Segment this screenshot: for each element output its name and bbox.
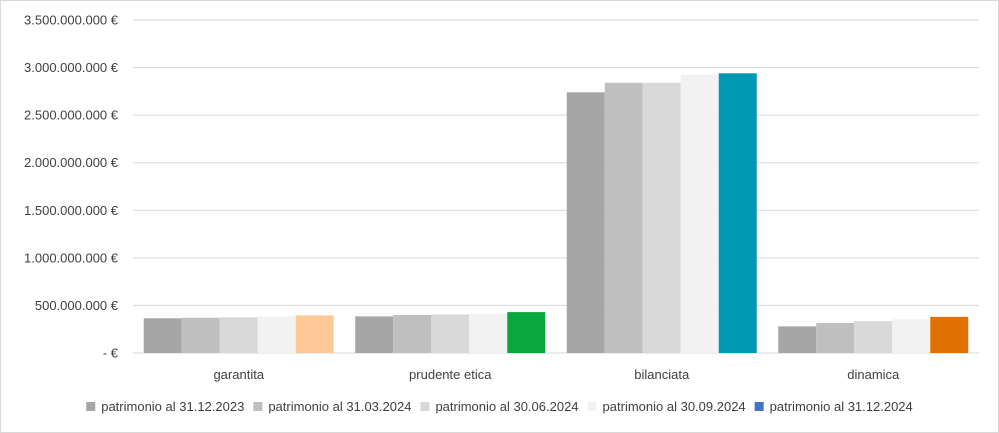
legend-label: patrimonio al 31.12.2023 — [101, 399, 244, 414]
bar-prudente-etica-series-2 — [393, 314, 432, 353]
legend-swatch — [86, 402, 96, 411]
y-tick-label: 1.000.000.000 € — [24, 250, 119, 265]
legend-swatch — [420, 402, 430, 411]
bar-dinamica-series-2 — [816, 323, 855, 353]
bar-bilanciata-series-3 — [642, 82, 681, 354]
y-tick-label: 3.000.000.000 € — [24, 60, 119, 75]
y-tick-label: 500.000.000 € — [35, 298, 119, 313]
bar-bilanciata-series-5 — [718, 73, 757, 353]
bar-prudente-etica-series-3 — [431, 314, 470, 353]
bar-prudente-etica-series-4 — [469, 313, 508, 353]
y-tick-label: 2.000.000.000 € — [24, 155, 119, 170]
bar-prudente-etica-series-5 — [507, 312, 546, 353]
legend-label: patrimonio al 31.12.2024 — [770, 399, 913, 414]
bar-dinamica-series-3 — [854, 321, 893, 353]
bar-bilanciata-series-4 — [680, 74, 719, 353]
x-category-label: prudente etica — [409, 367, 492, 382]
bar-bilanciata-series-2 — [604, 82, 643, 354]
bar-garantita-series-5 — [295, 315, 334, 353]
x-axis-category-labels: garantita prudente etica bilanciata dinamic… — [213, 367, 900, 382]
y-axis-tick-labels: - € 500.000.000 € 1.000.000.000 € 1.500.000… — [24, 13, 119, 361]
bar-dinamica-series-5 — [930, 316, 969, 353]
legend: patrimonio al 31.12.2023 patrimonio al 31… — [86, 399, 913, 414]
bar-garantita-series-1 — [143, 318, 182, 353]
y-tick-label: 3.500.000.000 € — [24, 13, 119, 28]
bar-garantita-series-4 — [257, 316, 296, 353]
bar-garantita-series-2 — [181, 317, 220, 353]
legend-label: patrimonio al 31.03.2024 — [268, 399, 411, 414]
bar-garantita-series-3 — [219, 317, 258, 353]
bars — [143, 73, 969, 354]
bar-dinamica-series-4 — [892, 319, 931, 353]
bar-dinamica-series-1 — [778, 326, 817, 353]
legend-swatch — [587, 402, 597, 411]
legend-swatch — [253, 402, 263, 411]
y-tick-label: 2.500.000.000 € — [24, 108, 119, 123]
y-tick-label: - € — [103, 346, 119, 361]
legend-label: patrimonio al 30.06.2024 — [435, 399, 578, 414]
bar-prudente-etica-series-1 — [355, 316, 394, 353]
legend-label: patrimonio al 30.09.2024 — [603, 399, 746, 414]
gridlines — [133, 19, 979, 354]
bar-bilanciata-series-1 — [566, 92, 605, 354]
x-category-label: garantita — [213, 367, 264, 382]
legend-swatch — [754, 402, 764, 411]
x-category-label: bilanciata — [634, 367, 690, 382]
x-category-label: dinamica — [847, 367, 900, 382]
y-tick-label: 1.500.000.000 € — [24, 203, 119, 218]
